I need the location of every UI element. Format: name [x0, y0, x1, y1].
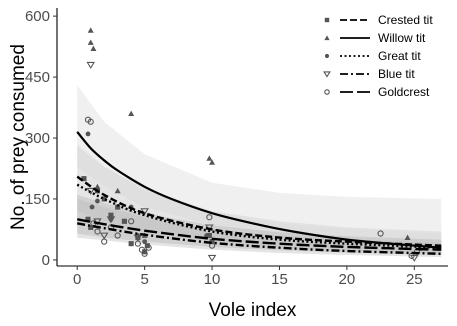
- point-crested-tit: [115, 204, 121, 210]
- legend-marker-willow-tit: [324, 35, 330, 41]
- legend-label-goldcrest: Goldcrest: [378, 85, 430, 99]
- point-goldcrest: [377, 230, 384, 237]
- y-tick-label: 450: [25, 69, 50, 86]
- point-goldcrest: [145, 244, 152, 251]
- legend-label-willow-tit: Willow tit: [378, 31, 426, 45]
- legend-marker-crested-tit: [324, 17, 330, 23]
- fitted-curves: [76, 131, 442, 255]
- y-tick-label: 300: [25, 130, 50, 147]
- band-willow-tit: [77, 85, 442, 252]
- legend-label-great-tit: Great tit: [378, 49, 421, 63]
- point-blue-tit: [86, 61, 95, 69]
- point-great-tit: [95, 198, 100, 204]
- data-points: [81, 27, 425, 262]
- band-great-tit: [77, 146, 442, 254]
- curve-crested-tit: [76, 175, 442, 247]
- legend-marker-blue-tit: [323, 71, 331, 78]
- point-blue-tit: [133, 234, 143, 242]
- point-willow-tit: [206, 155, 213, 161]
- point-great-tit: [142, 239, 148, 245]
- y-tick-label: 150: [25, 191, 50, 208]
- legend-label-blue-tit: Blue tit: [378, 67, 415, 81]
- point-crested-tit: [108, 212, 114, 218]
- curve-great-tit: [76, 183, 442, 249]
- curve-goldcrest: [76, 218, 442, 251]
- point-crested-tit: [128, 241, 134, 247]
- point-goldcrest: [114, 232, 121, 239]
- curve-blue-tit: [76, 222, 442, 255]
- point-great-tit: [89, 204, 95, 210]
- point-crested-tit: [88, 224, 94, 230]
- band-crested-tit: [77, 142, 442, 252]
- x-tick-label: 25: [406, 271, 423, 288]
- point-crested-tit: [206, 232, 212, 239]
- legend-marker-great-tit: [324, 53, 330, 59]
- point-crested-tit: [101, 196, 107, 202]
- point-crested-tit: [209, 239, 215, 245]
- point-willow-tit: [87, 27, 94, 33]
- point-blue-tit: [207, 254, 217, 262]
- point-great-tit: [85, 131, 91, 137]
- point-goldcrest: [87, 118, 94, 125]
- curve-willow-tit: [76, 131, 442, 249]
- axes: 0 5 10 15 20 25 0 150 300 450 600: [25, 8, 448, 288]
- x-tick-label: 5: [140, 271, 148, 288]
- point-blue-tit: [106, 216, 116, 224]
- point-crested-tit: [121, 218, 127, 224]
- x-tick-label: 0: [73, 271, 81, 288]
- point-goldcrest: [141, 250, 148, 257]
- point-willow-tit: [128, 110, 135, 117]
- legend-label-crested-tit: Crested tit: [378, 13, 433, 27]
- point-willow-tit: [114, 187, 121, 194]
- x-tick-label: 20: [339, 271, 356, 288]
- x-tick-label: 15: [271, 271, 288, 288]
- point-goldcrest: [128, 218, 135, 225]
- legend-marker-goldcrest: [324, 89, 330, 95]
- point-goldcrest: [94, 228, 101, 235]
- point-crested-tit: [85, 216, 91, 222]
- point-willow-tit: [209, 159, 216, 165]
- point-willow-tit: [87, 39, 94, 45]
- point-willow-tit: [90, 45, 97, 52]
- point-goldcrest: [208, 242, 216, 249]
- x-axis-title: Vole index: [209, 300, 297, 321]
- y-axis-title: No. of prey consumed: [8, 44, 29, 230]
- point-goldcrest: [206, 214, 213, 221]
- point-great-tit: [204, 233, 210, 238]
- point-crested-tit: [81, 176, 87, 182]
- y-tick-label: 0: [42, 252, 50, 269]
- point-willow-tit: [404, 234, 411, 240]
- x-tick-label: 10: [204, 271, 221, 288]
- legend: Crested tit Willow tit Great tit Blue tit Go…: [323, 13, 433, 99]
- point-goldcrest: [134, 240, 141, 247]
- point-willow-tit: [94, 183, 101, 190]
- point-goldcrest: [101, 238, 108, 245]
- y-tick-label: 600: [25, 8, 50, 25]
- point-blue-tit: [99, 232, 109, 240]
